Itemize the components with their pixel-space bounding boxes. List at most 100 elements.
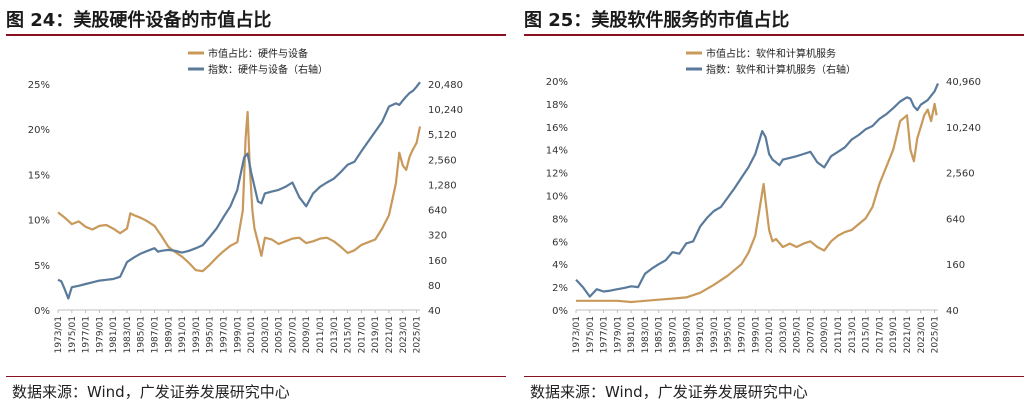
- y-left-tick-label: 25%: [28, 80, 50, 91]
- share-line: [57, 110, 422, 273]
- y-right-tick-label: 10,240: [428, 105, 463, 116]
- y-right-tick-label: 10,240: [946, 123, 981, 134]
- x-tick-label: 1983/01: [641, 316, 651, 353]
- y-right-tick-label: 2,560: [946, 169, 975, 180]
- x-tick-label: 1993/01: [710, 316, 720, 353]
- y-right-tick-label: 640: [428, 206, 447, 217]
- y-left-tick-label: 14%: [546, 146, 568, 157]
- x-tick-label: 1981/01: [109, 316, 119, 353]
- share-line: [576, 102, 938, 304]
- y-left-tick-label: 2%: [552, 283, 568, 294]
- x-tick-label: 1989/01: [164, 316, 174, 353]
- y-left-tick-label: 20%: [546, 77, 568, 88]
- chart-24: 0% 5% 10% 15% 20% 25% 40 80 160 320 640 1,280 2,560 5…: [28, 47, 463, 353]
- x-tick-label: 2025/01: [931, 316, 941, 353]
- x-tick-label: 1997/01: [737, 316, 747, 353]
- x-tick-label: 2005/01: [793, 316, 803, 353]
- y-right-tick-label: 80: [428, 281, 441, 292]
- x-tick-label: 1985/01: [137, 316, 147, 353]
- title-rule: [524, 34, 1024, 36]
- x-tick-label: 2011/01: [834, 316, 844, 353]
- chart-panel-25: 图 25：美股软件服务的市值占比 0% 2% 4% 6% 8% 10% 12% 14% 16% 1…: [518, 0, 1024, 415]
- x-tick-label: 2023/01: [917, 316, 927, 353]
- x-tick-label: 1997/01: [219, 316, 229, 353]
- x-tick-label: 2015/01: [344, 316, 354, 353]
- x-tick-label: 1995/01: [206, 316, 216, 353]
- x-tick-label: 2013/01: [848, 316, 858, 353]
- y-left-tick-label: 4%: [552, 260, 568, 271]
- chart-panel-24: 图 24：美股硬件设备的市值占比 0% 5% 10% 15% 20% 25% 40 80 160…: [0, 0, 506, 415]
- x-tick-label: 1983/01: [123, 316, 133, 353]
- y-right-tick-label: 160: [946, 260, 965, 271]
- x-tick-label: 1991/01: [696, 316, 706, 353]
- x-tick-label: 2007/01: [288, 316, 298, 353]
- y-right-tick-label: 5,120: [428, 130, 457, 141]
- legend-label: 市值占比：软件和计算机服务: [706, 47, 836, 60]
- source-note: 数据来源：Wind，广发证券发展研究中心: [530, 383, 808, 401]
- y-left-tick-label: 15%: [28, 170, 50, 181]
- x-tick-label: 2005/01: [275, 316, 285, 353]
- source-rule: [524, 376, 1024, 377]
- legend-label: 指数：软件和计算机服务（右轴）: [706, 63, 856, 76]
- y-left-tick-label: 0%: [34, 306, 50, 317]
- y-left-tick-label: 16%: [546, 123, 568, 134]
- y-left-tick-label: 20%: [28, 125, 50, 136]
- x-tick-label: 1975/01: [68, 316, 78, 353]
- x-tick-label: 1977/01: [600, 316, 610, 353]
- y-right-tick-label: 2,560: [428, 155, 457, 166]
- source-rule: [6, 376, 506, 377]
- x-tick-label: 1989/01: [682, 316, 692, 353]
- x-tick-label: 2015/01: [862, 316, 872, 353]
- y-left-tick-label: 10%: [546, 192, 568, 203]
- x-tick-label: 2009/01: [820, 316, 830, 353]
- y-right-tick-label: 40: [428, 306, 441, 317]
- y-right-tick-label: 40,960: [946, 77, 981, 88]
- chart-25: 0% 2% 4% 6% 8% 10% 12% 14% 16% 18% 20% 40 160 640 2,56…: [546, 47, 981, 353]
- x-tick-label: 2023/01: [399, 316, 409, 353]
- index-line: [57, 81, 421, 300]
- x-tick-label: 2001/01: [247, 316, 257, 353]
- x-tick-label: 2009/01: [302, 316, 312, 353]
- chart-title: 图 24：美股硬件设备的市值占比: [6, 10, 272, 31]
- x-tick-label: 1977/01: [82, 316, 92, 353]
- x-tick-label: 1999/01: [233, 316, 243, 353]
- x-tick-label: 2011/01: [316, 316, 326, 353]
- x-tick-label: 1985/01: [655, 316, 665, 353]
- y-right-tick-label: 160: [428, 256, 447, 267]
- title-rule: [6, 34, 506, 36]
- chart-title: 图 25：美股软件服务的市值占比: [524, 10, 790, 31]
- index-line: [575, 83, 940, 298]
- y-left-tick-label: 18%: [546, 100, 568, 111]
- y-right-tick-label: 1,280: [428, 180, 457, 191]
- x-tick-label: 2017/01: [875, 316, 885, 353]
- x-tick-label: 1975/01: [586, 316, 596, 353]
- x-tick-label: 2019/01: [889, 316, 899, 353]
- y-right-tick-label: 640: [946, 214, 965, 225]
- x-tick-label: 1973/01: [572, 316, 582, 353]
- y-left-tick-label: 8%: [552, 214, 568, 225]
- legend-label: 指数：硬件与设备（右轴）: [208, 63, 328, 76]
- y-right-tick-label: 40: [946, 306, 959, 317]
- x-tick-label: 1987/01: [669, 316, 679, 353]
- x-tick-label: 2003/01: [261, 316, 271, 353]
- x-tick-label: 1987/01: [151, 316, 161, 353]
- x-tick-label: 2019/01: [371, 316, 381, 353]
- x-tick-label: 1973/01: [54, 316, 64, 353]
- x-tick-label: 2013/01: [330, 316, 340, 353]
- x-tick-label: 1981/01: [627, 316, 637, 353]
- x-tick-label: 1995/01: [724, 316, 734, 353]
- x-tick-label: 2021/01: [903, 316, 913, 353]
- y-left-tick-label: 12%: [546, 169, 568, 180]
- x-tick-label: 2003/01: [779, 316, 789, 353]
- x-tick-label: 1993/01: [192, 316, 202, 353]
- x-tick-label: 2007/01: [806, 316, 816, 353]
- source-note: 数据来源：Wind，广发证券发展研究中心: [12, 383, 290, 401]
- y-left-tick-label: 6%: [552, 237, 568, 248]
- x-tick-label: 2025/01: [413, 316, 423, 353]
- x-tick-label: 2017/01: [357, 316, 367, 353]
- x-tick-label: 1979/01: [613, 316, 623, 353]
- y-left-tick-label: 10%: [28, 216, 50, 227]
- y-left-tick-label: 5%: [34, 261, 50, 272]
- y-left-tick-label: 0%: [552, 306, 568, 317]
- y-right-tick-label: 320: [428, 231, 447, 242]
